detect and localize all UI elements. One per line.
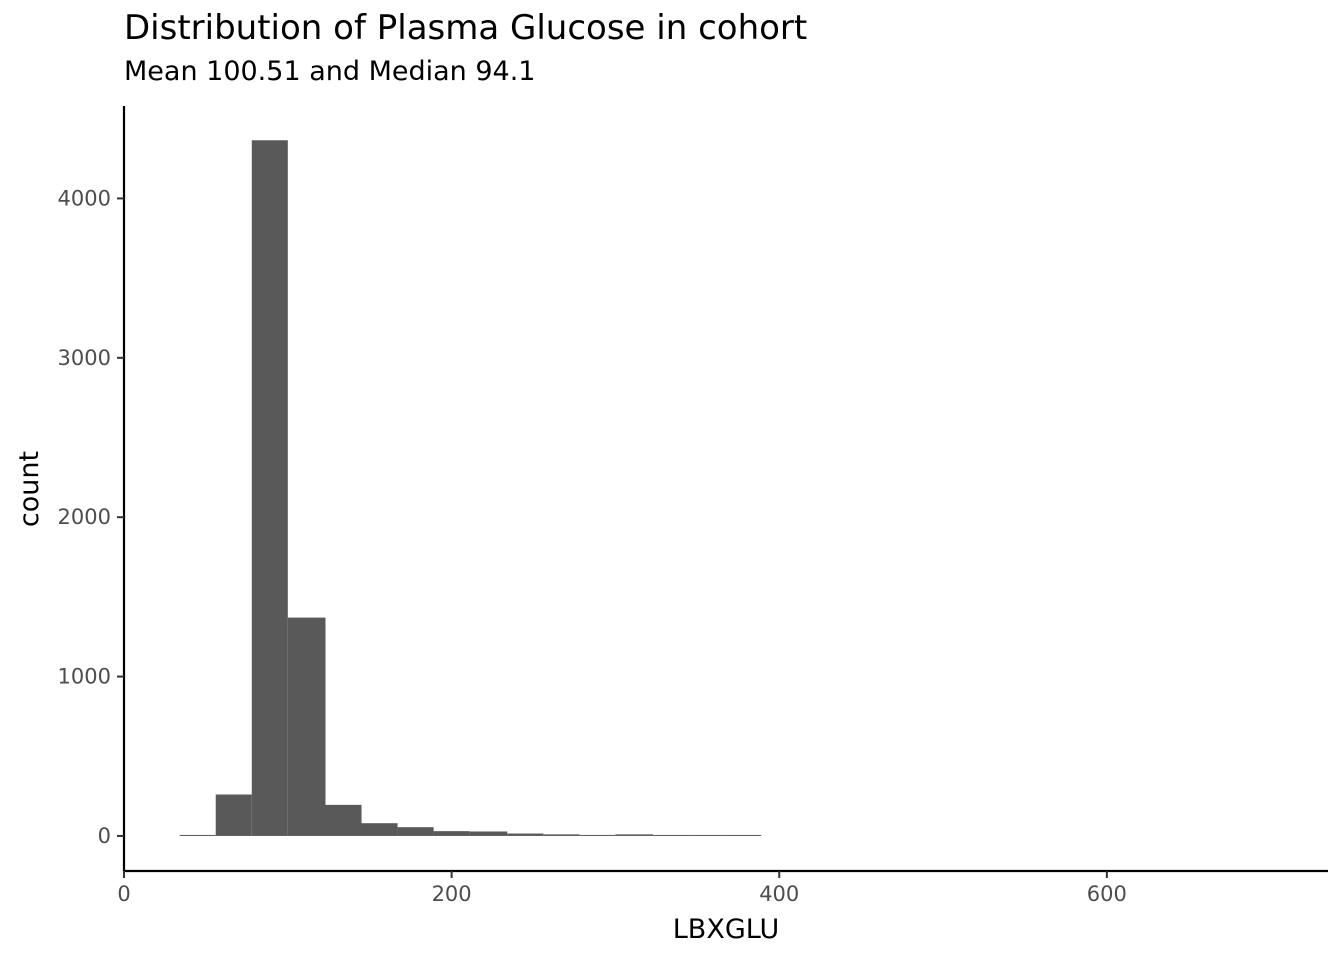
histogram-bar bbox=[725, 834, 762, 836]
histogram-bar bbox=[179, 834, 216, 836]
histogram-bar bbox=[579, 834, 616, 836]
y-tick-label: 4000 bbox=[58, 186, 111, 210]
histogram-bar bbox=[397, 827, 434, 836]
chart-title: Distribution of Plasma Glucose in cohort bbox=[124, 8, 808, 48]
y-tick-label: 2000 bbox=[58, 505, 111, 529]
histogram-bar bbox=[615, 834, 654, 836]
histogram-bar bbox=[469, 831, 508, 836]
x-tick-label: 0 bbox=[117, 882, 130, 906]
chart-subtitle: Mean 100.51 and Median 94.1 bbox=[124, 56, 536, 87]
x-tick-label: 200 bbox=[432, 882, 472, 906]
x-axis-ticks: 0 200 400 600 bbox=[117, 871, 1127, 906]
histogram-bar bbox=[507, 833, 544, 836]
histogram-bar bbox=[689, 834, 726, 836]
x-tick-label: 400 bbox=[759, 882, 799, 906]
histogram-bar bbox=[543, 834, 580, 836]
x-tick-label: 600 bbox=[1087, 882, 1127, 906]
y-tick-label: 1000 bbox=[58, 665, 111, 689]
y-axis-ticks: 0 1000 2000 3000 4000 bbox=[58, 186, 124, 848]
histogram-bar bbox=[251, 140, 288, 836]
histogram-bars bbox=[179, 140, 762, 836]
histogram-bar bbox=[325, 804, 362, 836]
histogram-bar bbox=[361, 823, 398, 836]
x-axis-label: LBXGLU bbox=[673, 914, 779, 945]
y-tick-label: 0 bbox=[98, 824, 111, 848]
y-axis-label: count bbox=[14, 451, 45, 527]
y-tick-label: 3000 bbox=[58, 346, 111, 370]
histogram-bar bbox=[653, 834, 690, 836]
histogram-bar bbox=[287, 617, 326, 836]
histogram-bar bbox=[215, 794, 252, 836]
histogram-bar bbox=[433, 831, 470, 836]
